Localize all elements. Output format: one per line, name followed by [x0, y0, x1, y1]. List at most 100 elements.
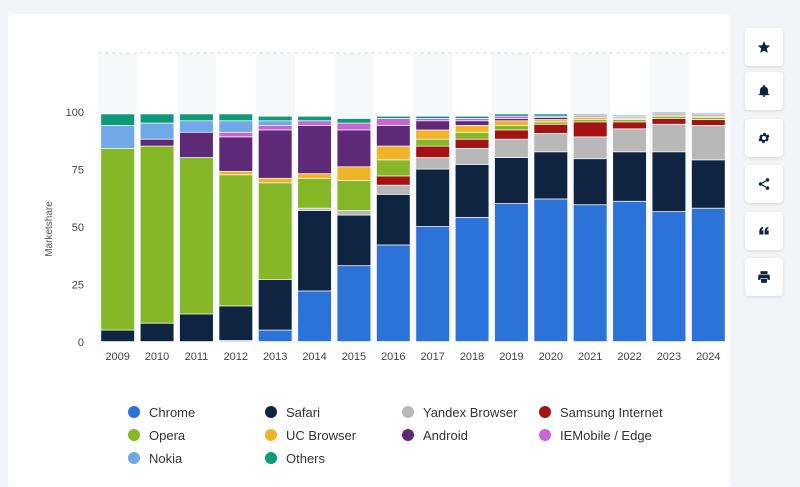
bar-segment-android-2013[interactable]	[258, 130, 292, 178]
bar-segment-opera-2011[interactable]	[179, 158, 213, 314]
bar-segment-chrome-2016[interactable]	[376, 245, 410, 342]
bar-segment-opera-2021[interactable]	[573, 120, 607, 122]
bar-segment-yandex-browser-2014[interactable]	[298, 208, 332, 211]
settings-button[interactable]	[745, 119, 783, 157]
bar-segment-opera-2020[interactable]	[534, 122, 568, 124]
legend-item-others[interactable]: Others	[265, 450, 325, 466]
bar-segment-others-2010[interactable]	[140, 114, 174, 123]
bar-segment-yandex-browser-2018[interactable]	[455, 148, 489, 165]
share-button[interactable]	[745, 165, 783, 203]
bar-segment-samsung-internet-2023[interactable]	[652, 118, 686, 124]
bar-segment-uc-browser-2014[interactable]	[298, 174, 332, 178]
bar-segment-opera-2009[interactable]	[101, 148, 135, 330]
bar-segment-opera-2019[interactable]	[494, 125, 528, 130]
bar-segment-nokia-2009[interactable]	[101, 125, 135, 148]
legend-item-uc-browser[interactable]: UC Browser	[265, 427, 356, 443]
bar-segment-chrome-2024[interactable]	[691, 208, 725, 342]
bar-segment-nokia-2010[interactable]	[140, 123, 174, 139]
bar-segment-android-2015[interactable]	[337, 130, 371, 167]
bar-segment-yandex-browser-2021[interactable]	[573, 137, 607, 159]
bar-segment-uc-browser-2021[interactable]	[573, 117, 607, 120]
bar-segment-iemobile-edge-2018[interactable]	[455, 118, 489, 121]
bar-segment-chrome-2017[interactable]	[416, 227, 450, 342]
bar-segment-yandex-browser-2022[interactable]	[613, 129, 647, 152]
favorite-button[interactable]	[745, 28, 783, 66]
bar-segment-others-2014[interactable]	[298, 116, 332, 121]
bar-segment-opera-2013[interactable]	[258, 183, 292, 280]
bar-segment-iemobile-edge-2015[interactable]	[337, 123, 371, 130]
bar-segment-chrome-2015[interactable]	[337, 266, 371, 342]
bar-segment-yandex-browser-2023[interactable]	[652, 124, 686, 152]
bar-segment-safari-2016[interactable]	[376, 194, 410, 245]
legend-item-samsung-internet[interactable]: Samsung Internet	[539, 404, 663, 420]
bar-segment-samsung-internet-2019[interactable]	[494, 130, 528, 139]
bar-segment-safari-2022[interactable]	[613, 152, 647, 201]
bar-segment-android-2020[interactable]	[534, 117, 568, 120]
legend-item-yandex-browser[interactable]: Yandex Browser	[402, 404, 517, 420]
bar-segment-iemobile-edge-2017[interactable]	[416, 118, 450, 121]
bar-segment-chrome-2021[interactable]	[573, 205, 607, 342]
bar-segment-safari-2020[interactable]	[534, 152, 568, 199]
bar-segment-opera-2016[interactable]	[376, 160, 410, 176]
legend-item-iemobile-edge[interactable]: IEMobile / Edge	[539, 427, 652, 443]
bar-segment-android-2010[interactable]	[140, 139, 174, 146]
bar-segment-others-2019[interactable]	[494, 114, 528, 116]
legend-item-nokia[interactable]: Nokia	[128, 450, 182, 466]
bar-segment-uc-browser-2019[interactable]	[494, 121, 528, 125]
bar-segment-opera-2012[interactable]	[219, 175, 253, 306]
bar-segment-samsung-internet-2017[interactable]	[416, 146, 450, 158]
bar-segment-samsung-internet-2018[interactable]	[455, 139, 489, 148]
bar-segment-samsung-internet-2020[interactable]	[534, 124, 568, 134]
bar-segment-android-2016[interactable]	[376, 125, 410, 146]
bar-segment-samsung-internet-2016[interactable]	[376, 176, 410, 185]
bar-segment-android-2019[interactable]	[494, 118, 528, 121]
bar-segment-android-2012[interactable]	[219, 137, 253, 171]
bar-segment-uc-browser-2016[interactable]	[376, 146, 410, 160]
bar-segment-chrome-2014[interactable]	[298, 291, 332, 342]
bar-segment-safari-2023[interactable]	[652, 152, 686, 212]
bar-segment-samsung-internet-2021[interactable]	[573, 122, 607, 137]
legend-item-chrome[interactable]: Chrome	[128, 404, 195, 420]
bar-segment-android-2017[interactable]	[416, 121, 450, 130]
bar-segment-chrome-2020[interactable]	[534, 199, 568, 342]
notification-button[interactable]	[745, 72, 783, 110]
bar-segment-yandex-browser-2015[interactable]	[337, 210, 371, 215]
bar-segment-nokia-2013[interactable]	[258, 121, 292, 125]
bar-segment-safari-2013[interactable]	[258, 279, 292, 330]
bar-segment-iemobile-edge-2016[interactable]	[376, 118, 410, 125]
bar-segment-chrome-2022[interactable]	[613, 201, 647, 342]
bar-segment-safari-2010[interactable]	[140, 323, 174, 342]
bar-segment-opera-2014[interactable]	[298, 178, 332, 208]
bar-segment-iemobile-edge-2013[interactable]	[258, 125, 292, 130]
bar-segment-yandex-browser-2019[interactable]	[494, 139, 528, 158]
bar-segment-chrome-2018[interactable]	[455, 217, 489, 342]
bar-segment-uc-browser-2013[interactable]	[258, 178, 292, 183]
bar-segment-safari-2021[interactable]	[573, 159, 607, 205]
bar-segment-uc-browser-2017[interactable]	[416, 130, 450, 139]
bar-segment-chrome-2013[interactable]	[258, 330, 292, 342]
bar-segment-iemobile-edge-2014[interactable]	[298, 121, 332, 125]
bar-segment-others-2013[interactable]	[258, 116, 292, 121]
bar-segment-chrome-2019[interactable]	[494, 204, 528, 342]
bar-segment-others-2012[interactable]	[219, 114, 253, 121]
bar-segment-uc-browser-2012[interactable]	[219, 171, 253, 175]
bar-segment-yandex-browser-2016[interactable]	[376, 185, 410, 194]
bar-segment-safari-2011[interactable]	[179, 314, 213, 342]
bar-segment-iemobile-edge-2012[interactable]	[219, 132, 253, 137]
cite-button[interactable]	[745, 212, 783, 250]
bar-segment-android-2014[interactable]	[298, 125, 332, 174]
bar-segment-opera-2022[interactable]	[613, 120, 647, 122]
bar-segment-uc-browser-2015[interactable]	[337, 167, 371, 181]
bar-segment-others-2009[interactable]	[101, 114, 135, 125]
bar-segment-safari-2014[interactable]	[298, 210, 332, 291]
bar-segment-others-2017[interactable]	[416, 116, 450, 119]
bar-segment-others-2020[interactable]	[534, 114, 568, 116]
bar-segment-safari-2018[interactable]	[455, 164, 489, 217]
bar-segment-android-2018[interactable]	[455, 121, 489, 125]
bar-segment-safari-2009[interactable]	[101, 330, 135, 342]
bar-segment-opera-2018[interactable]	[455, 132, 489, 139]
bar-segment-opera-2010[interactable]	[140, 146, 174, 323]
bar-segment-safari-2017[interactable]	[416, 169, 450, 227]
bar-segment-opera-2015[interactable]	[337, 181, 371, 211]
bar-segment-uc-browser-2018[interactable]	[455, 125, 489, 132]
